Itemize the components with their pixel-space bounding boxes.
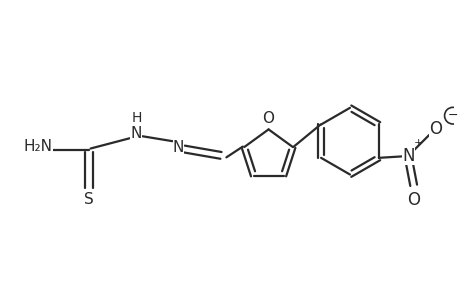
Text: O: O [428, 120, 441, 138]
Text: O: O [262, 111, 274, 126]
Text: N: N [172, 140, 184, 155]
Text: N: N [130, 126, 141, 141]
Text: H₂N: H₂N [23, 139, 52, 154]
Text: S: S [84, 191, 93, 206]
Text: −: − [447, 109, 457, 122]
Text: +: + [413, 138, 422, 148]
Text: N: N [401, 147, 414, 165]
Text: H: H [132, 111, 142, 124]
Text: O: O [406, 191, 419, 209]
